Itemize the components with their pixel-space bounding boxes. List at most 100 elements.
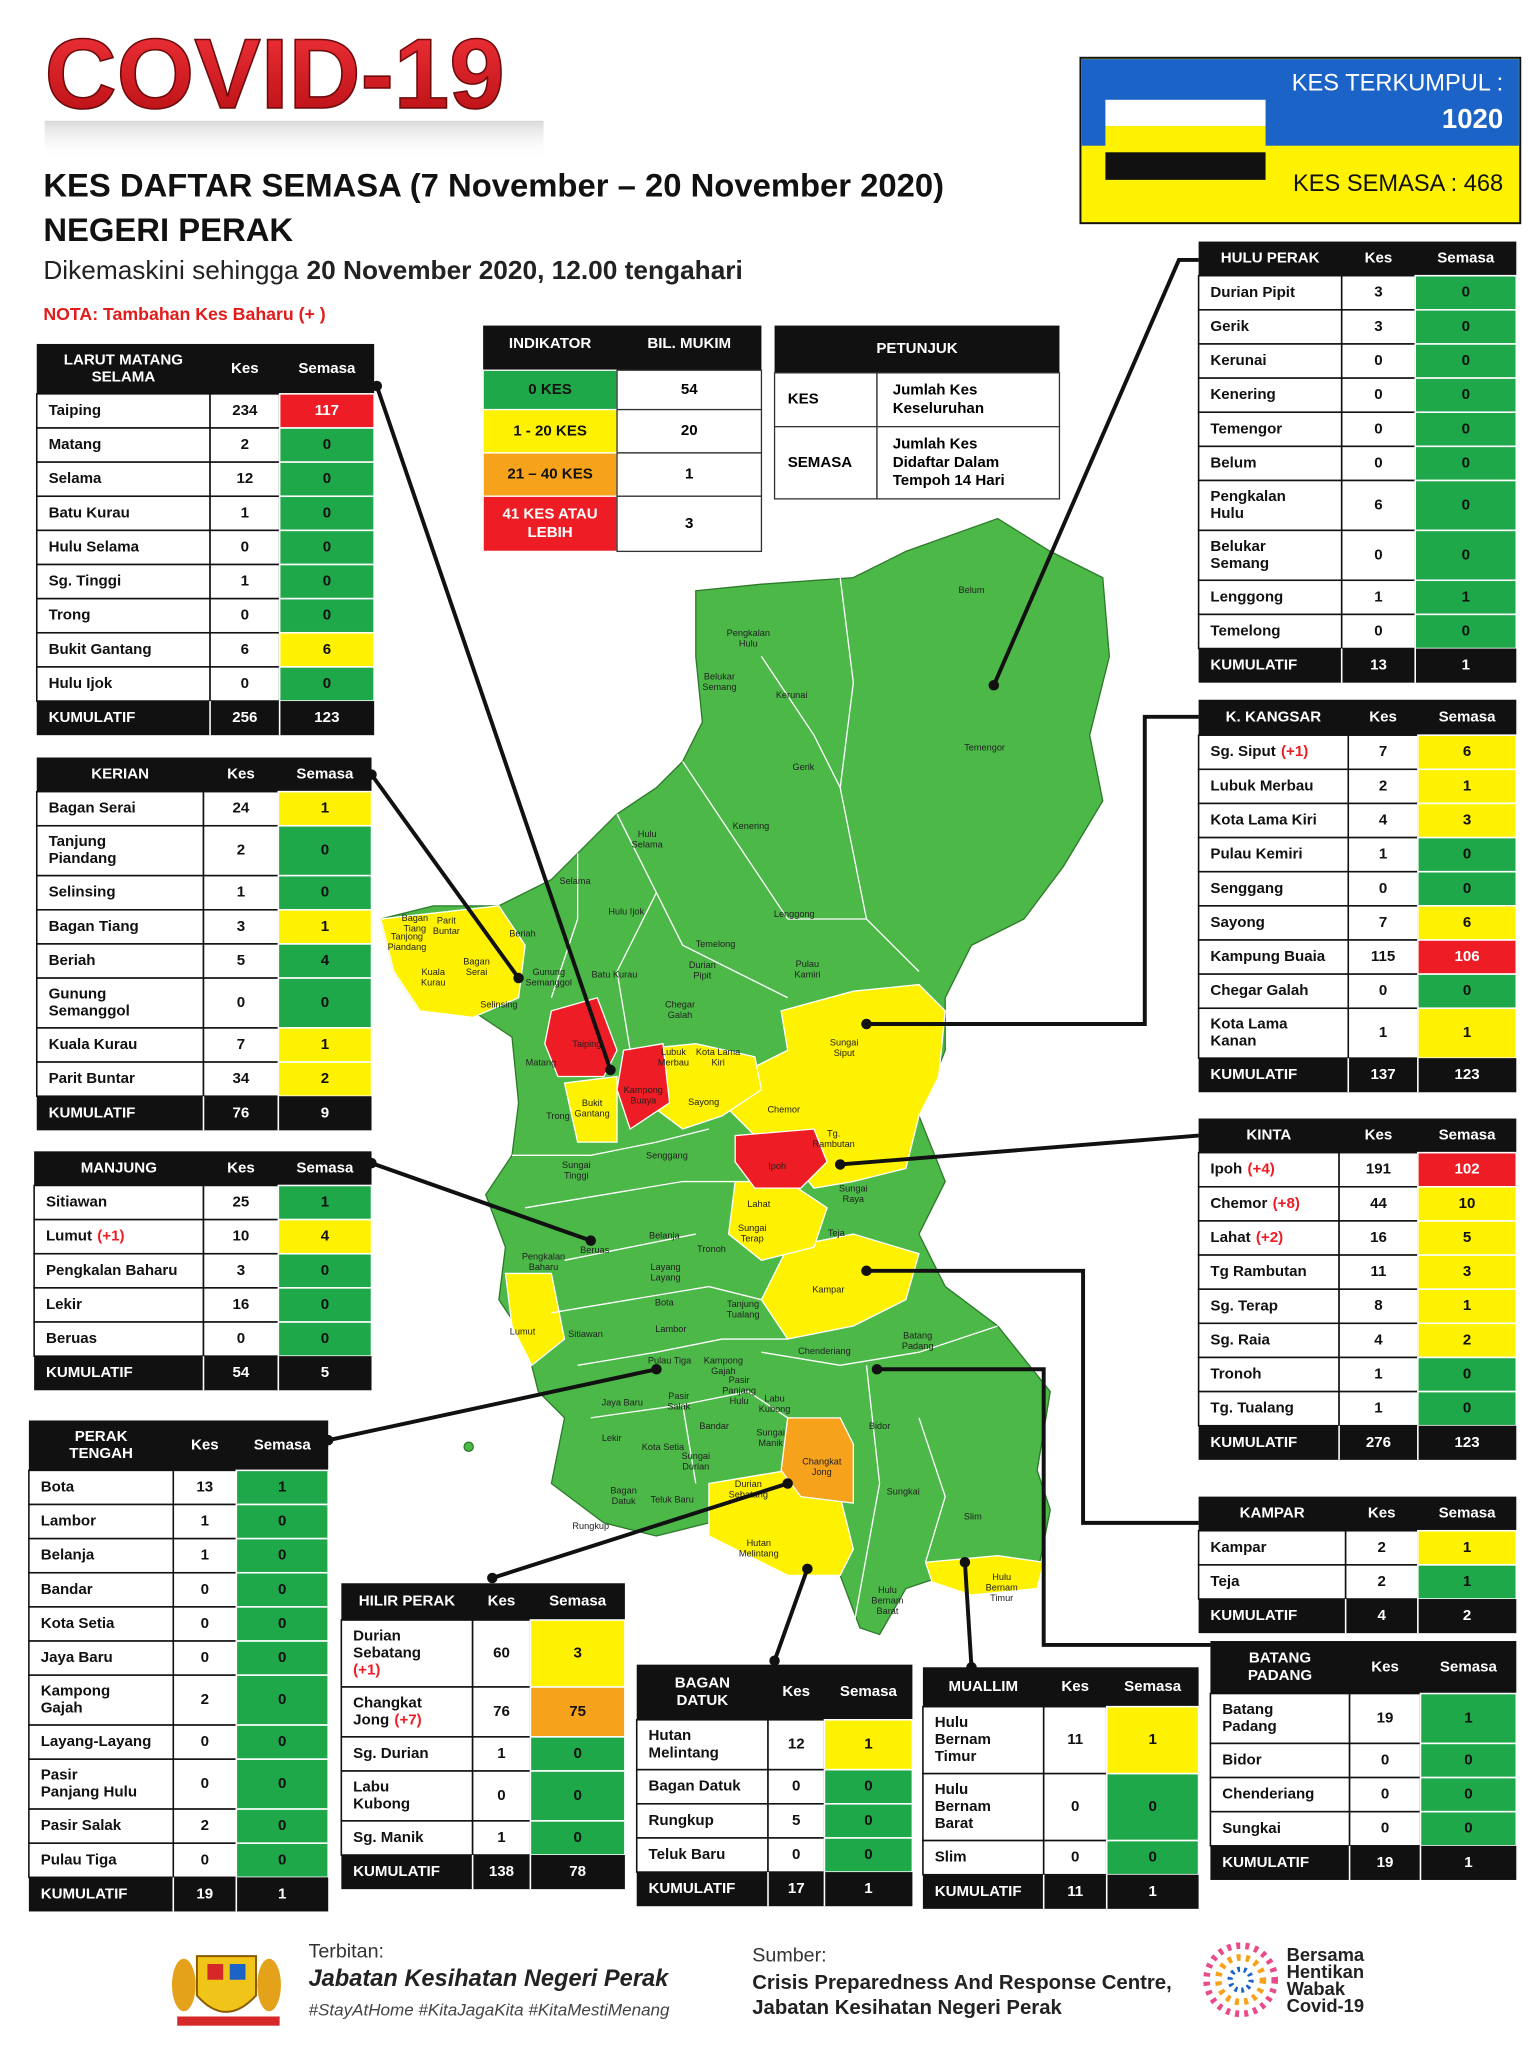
row-semasa: 0 [1148,1849,1156,1866]
map-label: Teluk Baru [650,1495,693,1505]
map-label: Kampar [812,1285,844,1295]
total-label: KUMULATIF [46,1364,133,1381]
row-name: Selama [49,470,102,487]
row-kes: 1 [1374,588,1382,605]
row-name: Kampar [1210,1539,1266,1556]
row-name: Pasir Salak [41,1817,122,1834]
row-semasa: 0 [864,1812,872,1829]
row-semasa: 0 [573,1829,581,1846]
name-cell [635,1719,769,1771]
map-label: Jaya Baru [602,1398,643,1408]
active: KES SEMASA : 468 [1293,171,1503,197]
kes-cell [1042,1839,1108,1876]
total-label: KUMULATIF [49,1104,136,1121]
semasa-cell [235,1469,329,1506]
table-header-text: Kes [1061,1678,1089,1695]
row-kes: 16 [1370,1229,1387,1246]
row-new-cases: (+2) [1256,1229,1283,1246]
row-semasa: 6 [1463,914,1471,931]
total-semasa: 5 [321,1364,329,1381]
name-cell [28,1808,175,1844]
district-table: BATANG PADANG Kes Semasa Batang Padang 19 1 Bido… [1209,1641,1518,1880]
legend-cell [876,426,1061,500]
row-kes: 13 [196,1478,213,1495]
leader-line [866,1268,1199,1525]
table-title: HILIR PERAK [359,1593,455,1610]
map-label: Bukit Gantang [574,1099,609,1120]
row-kes: 0 [201,1615,209,1632]
total-row [36,701,375,736]
logo-ring [1227,1966,1254,1993]
name-cell [33,1218,205,1255]
kes-cell [471,1736,532,1772]
row-name: Tg. Tualang [1210,1400,1293,1417]
total-kes: 256 [232,709,257,726]
row-kes: 0 [1379,880,1387,897]
row-name: Temengor [1210,420,1282,437]
kes-cell [202,977,280,1029]
map-label: Tanjung Tualang [727,1299,760,1320]
row-kes: 12 [788,1736,805,1753]
row-kes: 3 [237,918,245,935]
row-name: Belum [1210,454,1256,471]
semasa-cell [1414,377,1518,414]
leader-dot [834,1159,846,1170]
map-label: Tanjong Piandang [388,932,427,953]
kes-cell [202,874,280,911]
table-header-text: Semasa [296,1159,354,1176]
table-header [36,757,372,792]
row-kes: 6 [241,641,249,658]
district-table: MANJUNG Kes Semasa Sitiawan 25 1 Lumut (+1) 10 4 P… [33,1151,373,1391]
map-label: Belanja [649,1231,680,1241]
row-kes: 1 [201,1513,209,1530]
semasa-cell [235,1758,329,1810]
flag-black [1105,152,1266,180]
leader-dot [605,1064,616,1076]
map-label: Gunung Semanggol [526,967,572,988]
total-kes: 276 [1366,1434,1391,1451]
row-semasa: 0 [278,1851,286,1868]
row-kes: 0 [1381,1820,1389,1837]
semasa-cell [1417,802,1518,839]
subtitle: KES DAFTAR SEMASA (7 November – 20 Novem… [43,166,944,203]
semasa-cell [278,563,375,600]
map-region [780,1417,854,1504]
row-semasa: 0 [1463,1366,1471,1383]
row-name: Sg. Terap [1210,1297,1278,1314]
kes-cell [1338,1151,1419,1188]
emblem-shield [195,1955,257,2013]
leader-dot [802,1563,813,1575]
leader-line [491,1481,789,1580]
total-kes: 4 [1378,1607,1387,1624]
row-semasa: 0 [1463,1400,1471,1417]
cumulative-value: 1020 [1442,103,1503,134]
row-name: Kenering [1210,386,1275,403]
row-kes: 4 [1379,811,1388,828]
row-name: Lenggong [1210,588,1283,605]
map-label: Hutan Melintang [739,1538,779,1559]
row-name: Senggang [1210,880,1283,897]
kes-cell [767,1803,826,1839]
district-table: HILIR PERAK Kes Semasa Durian Sebatang(+1) 60… [340,1583,626,1890]
table-header-text: Kes [227,766,255,783]
leader-line [991,257,1199,687]
map-label: Changkat Jong [802,1457,842,1478]
name-cell [33,1252,205,1289]
total-label: KUMULATIF [353,1863,440,1880]
semasa-cell [1414,343,1518,379]
name-cell [1197,1007,1350,1059]
map-label: Bota [655,1298,675,1308]
row-kes: 0 [1374,420,1382,437]
logo-text: Wabak [1287,1978,1346,1999]
active-value: 468 [1464,171,1503,197]
map-label: Bagan Datuk [610,1486,637,1507]
total-kes: 19 [1377,1854,1394,1871]
district-table: K. KANGSAR Kes Semasa Sg. Siput (+1) 7 6 Lubuk … [1197,699,1518,1093]
semasa-cell [1417,768,1518,805]
table-header [34,1151,372,1186]
name-cell [1197,870,1350,907]
semasa-cell [1414,579,1518,616]
row-semasa: 0 [278,1581,286,1598]
updated-prefix: Dikemaskini sehingga [43,255,299,285]
